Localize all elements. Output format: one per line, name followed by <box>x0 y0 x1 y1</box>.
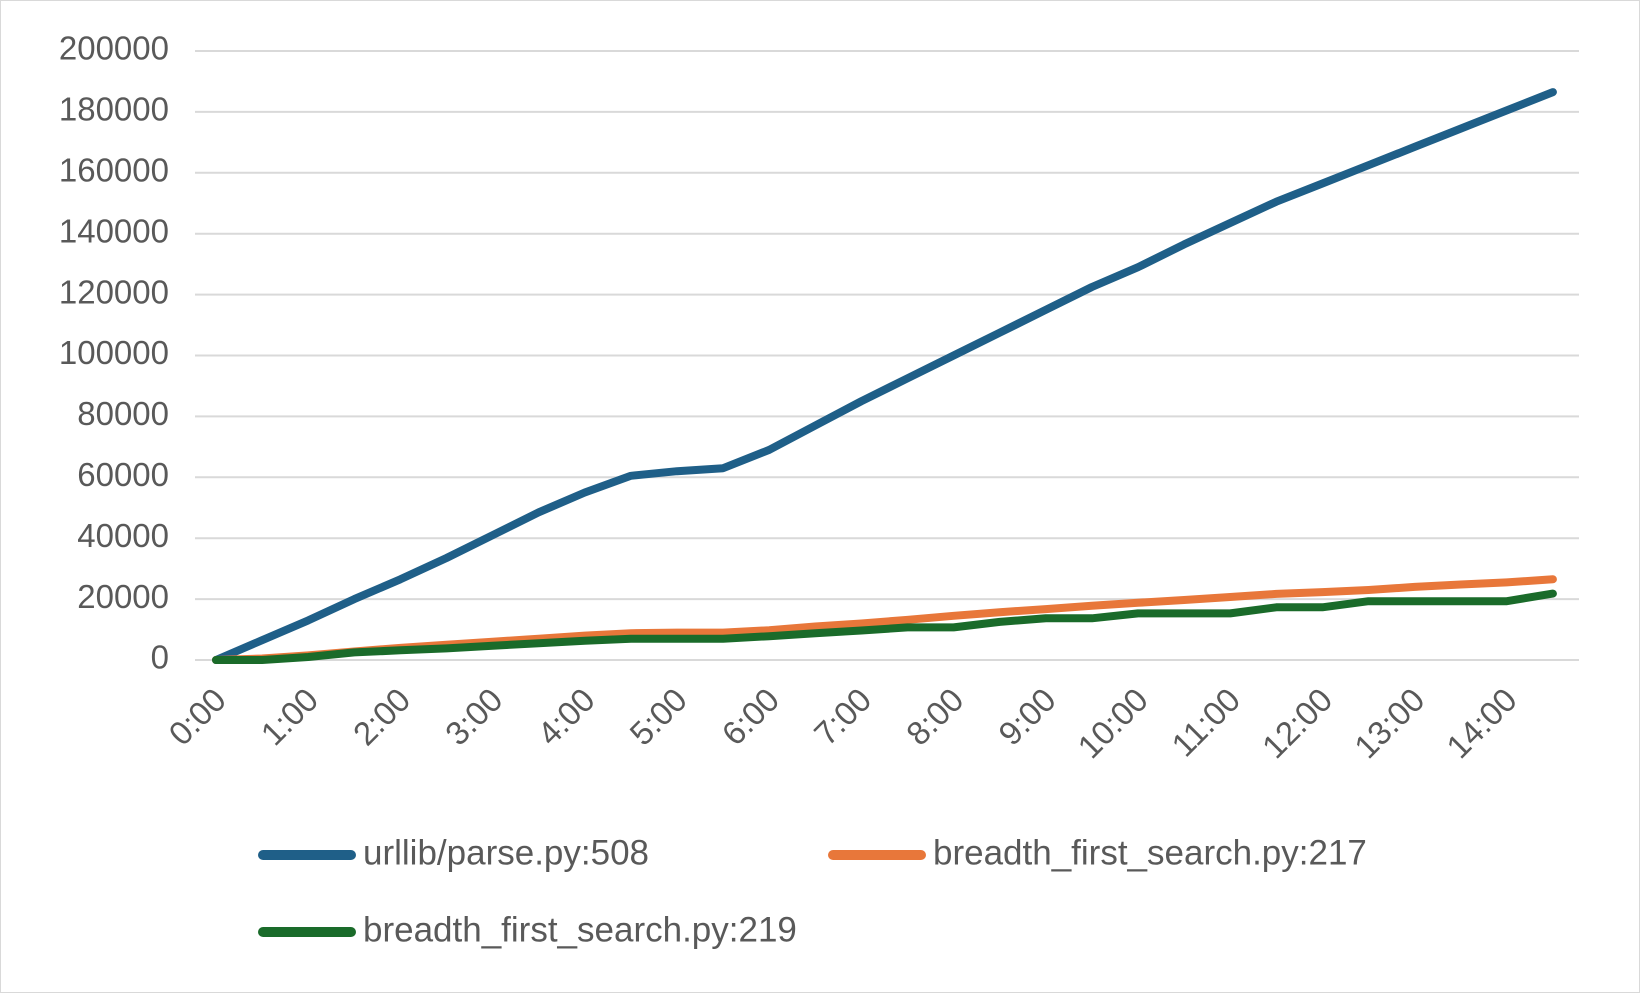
y-tick-label: 160000 <box>59 152 169 189</box>
x-tick-label: 11:00 <box>1164 681 1247 764</box>
y-tick-label: 40000 <box>77 517 169 554</box>
series-lines <box>212 88 1557 664</box>
legend-label: urllib/parse.py:508 <box>363 833 649 872</box>
y-tick-label: 100000 <box>59 334 169 371</box>
x-tick-label: 2:00 <box>346 681 418 753</box>
x-axis-tick-labels: 0:00 1:00 2:00 3:00 4:00 5:00 6:00 7:00 8:00 9:00… <box>161 681 1523 766</box>
x-tick-label: 13:00 <box>1347 681 1432 766</box>
series-line-3 <box>212 589 1557 664</box>
x-tick-label: 10:00 <box>1070 681 1155 766</box>
x-tick-label: 1:00 <box>254 681 326 753</box>
x-tick-label: 12:00 <box>1255 681 1340 766</box>
y-tick-label: 80000 <box>77 395 169 432</box>
x-tick-label: 7:00 <box>807 681 879 753</box>
x-tick-label: 9:00 <box>991 681 1063 753</box>
x-tick-label: 0:00 <box>161 681 233 753</box>
legend: urllib/parse.py:508 breadth_first_search.… <box>258 833 1367 949</box>
gridlines <box>195 50 1579 661</box>
series-line-1 <box>212 88 1557 664</box>
y-tick-label: 200000 <box>59 30 169 67</box>
x-tick-label: 4:00 <box>530 681 602 753</box>
y-tick-label: 60000 <box>77 456 169 493</box>
y-tick-label: 140000 <box>59 212 169 249</box>
y-tick-label: 180000 <box>59 91 169 128</box>
legend-label: breadth_first_search.py:219 <box>363 910 797 949</box>
x-tick-label: 5:00 <box>622 681 694 753</box>
y-axis-tick-labels: 0 20000 40000 60000 80000 100000 120000 140000 1… <box>59 30 169 676</box>
y-tick-label: 0 <box>151 639 169 676</box>
x-tick-label: 6:00 <box>715 681 787 753</box>
y-tick-label: 120000 <box>59 273 169 310</box>
x-tick-label: 8:00 <box>899 681 971 753</box>
x-tick-label: 3:00 <box>438 681 510 753</box>
y-tick-label: 20000 <box>77 578 169 615</box>
legend-label: breadth_first_search.py:217 <box>933 833 1367 872</box>
x-tick-label: 14:00 <box>1439 681 1524 766</box>
